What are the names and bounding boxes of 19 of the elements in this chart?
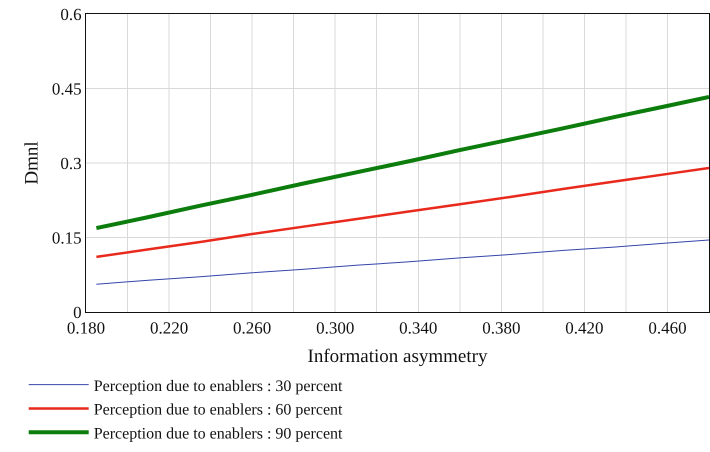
legend-label: Perception due to enablers : 30 percent xyxy=(94,378,344,395)
line-series xyxy=(95,166,709,258)
y-tick-label: 0.15 xyxy=(52,228,82,248)
legend-label: Perception due to enablers : 60 percent xyxy=(94,402,344,419)
x-tick-label: 0.260 xyxy=(233,318,272,338)
y-tick-label: 0.6 xyxy=(60,4,82,24)
x-tick-label: 0.300 xyxy=(316,318,354,338)
x-tick-label: 0.420 xyxy=(565,318,604,338)
line-series xyxy=(94,94,709,230)
x-axis-title: Information asymmetry xyxy=(308,346,488,368)
x-tick-label: 0.380 xyxy=(482,318,520,338)
y-tick-label: 0.3 xyxy=(60,154,82,173)
x-tick-label: 0.340 xyxy=(399,318,438,338)
y-axis-title: Dmnl xyxy=(22,141,43,185)
x-tick-label: 0.460 xyxy=(648,318,687,338)
y-tick-label: 0.45 xyxy=(52,79,82,98)
x-tick-label: 0.220 xyxy=(150,318,188,338)
legend-label: Perception due to enablers : 90 percent xyxy=(94,425,344,442)
line-series xyxy=(96,239,709,285)
